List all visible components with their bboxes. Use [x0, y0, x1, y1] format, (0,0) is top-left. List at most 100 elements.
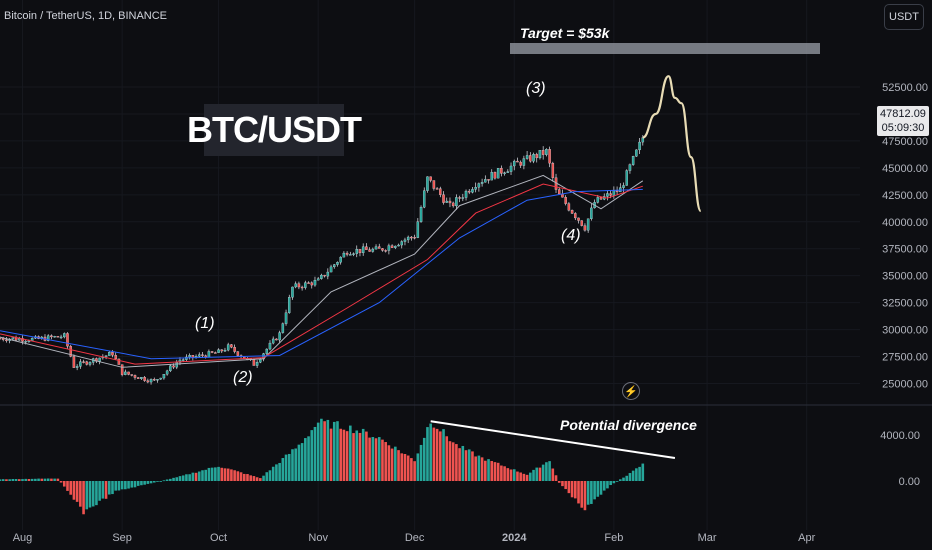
- histogram-bar: [201, 470, 204, 481]
- bar-countdown: 05:09:30: [881, 122, 925, 134]
- histogram-bar: [304, 438, 307, 481]
- histogram-bar: [117, 481, 121, 491]
- histogram-bar: [602, 481, 606, 491]
- histogram-bar: [596, 481, 600, 497]
- candle: [349, 251, 352, 256]
- candle: [136, 377, 140, 379]
- histogram-bar: [593, 481, 596, 500]
- histogram-bar: [570, 481, 574, 498]
- candle: [548, 146, 551, 168]
- candle: [484, 175, 487, 183]
- candle: [300, 285, 304, 291]
- wave-1-label: (1): [195, 315, 215, 332]
- candle: [387, 243, 391, 255]
- histogram-bar: [59, 481, 63, 483]
- candle: [615, 186, 619, 196]
- target-zone: [510, 43, 820, 54]
- histogram-bar: [72, 481, 76, 500]
- candle: [188, 353, 191, 360]
- candle: [384, 249, 387, 253]
- candle: [638, 137, 641, 154]
- histogram-bar: [291, 449, 294, 481]
- moving-average-line: [0, 183, 643, 365]
- candle: [496, 168, 500, 179]
- candle: [217, 348, 220, 353]
- histogram-bar: [429, 423, 432, 481]
- candle: [159, 377, 162, 380]
- candle: [471, 186, 474, 194]
- histogram-bar: [461, 445, 465, 481]
- histogram-bar: [467, 449, 471, 481]
- candle: [477, 182, 481, 192]
- histogram-bar: [114, 481, 118, 491]
- candle: [622, 182, 625, 193]
- histogram-bar: [79, 481, 82, 507]
- histogram-bar: [509, 469, 513, 481]
- moving-average-line: [0, 174, 644, 368]
- histogram-bar: [34, 478, 37, 481]
- currency-button[interactable]: USDT: [884, 4, 924, 30]
- histogram-bar: [82, 481, 85, 515]
- candle: [400, 240, 403, 249]
- candle: [593, 199, 596, 209]
- histogram-bar: [17, 479, 21, 481]
- candle: [120, 364, 124, 377]
- candle: [124, 369, 127, 376]
- candle: [329, 264, 333, 273]
- candle: [551, 161, 555, 182]
- candle: [127, 371, 130, 376]
- histogram-bar: [580, 481, 584, 508]
- candle: [358, 249, 362, 257]
- candle: [275, 338, 278, 341]
- wave-3-label: (3): [526, 80, 546, 97]
- histogram-bar: [242, 473, 246, 481]
- candle: [535, 152, 538, 163]
- candle: [149, 378, 153, 385]
- histogram-bar: [181, 475, 185, 481]
- ticker-label: BTC/USDT: [187, 104, 362, 156]
- projection-path: [642, 75, 702, 213]
- candle: [233, 344, 236, 354]
- histogram-bar: [345, 431, 349, 481]
- candle: [169, 364, 172, 373]
- histogram-bar: [487, 459, 490, 481]
- candle: [406, 235, 410, 243]
- lightning-icon[interactable]: ⚡: [622, 382, 640, 400]
- histogram-bar: [259, 478, 262, 481]
- histogram-bar: [532, 469, 535, 481]
- candle: [394, 245, 397, 250]
- x-tick-label: Feb: [604, 532, 623, 544]
- candle: [91, 357, 95, 366]
- candle: [628, 163, 632, 174]
- histogram-bar: [156, 481, 159, 482]
- histogram-bar: [217, 466, 220, 481]
- histogram-bar: [284, 454, 288, 481]
- candle: [467, 189, 471, 195]
- candle: [230, 344, 233, 349]
- symbol-title: Bitcoin / TetherUS, 1D, BINANCE: [4, 10, 168, 22]
- histogram-bar: [349, 425, 352, 481]
- histogram-bar: [149, 481, 153, 484]
- x-tick-label: Aug: [13, 532, 33, 544]
- candle: [204, 354, 207, 359]
- histogram-bar: [622, 477, 625, 481]
- histogram-bar: [612, 481, 616, 484]
- candle: [519, 160, 522, 168]
- candle: [130, 374, 134, 377]
- candle: [410, 236, 413, 241]
- candle: [490, 169, 493, 181]
- candle: [5, 336, 8, 343]
- histogram-bar: [66, 481, 69, 491]
- candle: [631, 155, 635, 166]
- histogram-bar: [400, 453, 404, 481]
- histogram-bars: [0, 418, 645, 515]
- candle: [294, 281, 297, 289]
- candle: [304, 280, 307, 290]
- histogram-bar: [512, 469, 516, 481]
- candle: [79, 358, 82, 369]
- histogram-bar: [239, 472, 243, 481]
- y-tick-label: 32500.00: [882, 298, 928, 310]
- histogram-bar: [101, 481, 105, 499]
- histogram-bar: [410, 458, 413, 481]
